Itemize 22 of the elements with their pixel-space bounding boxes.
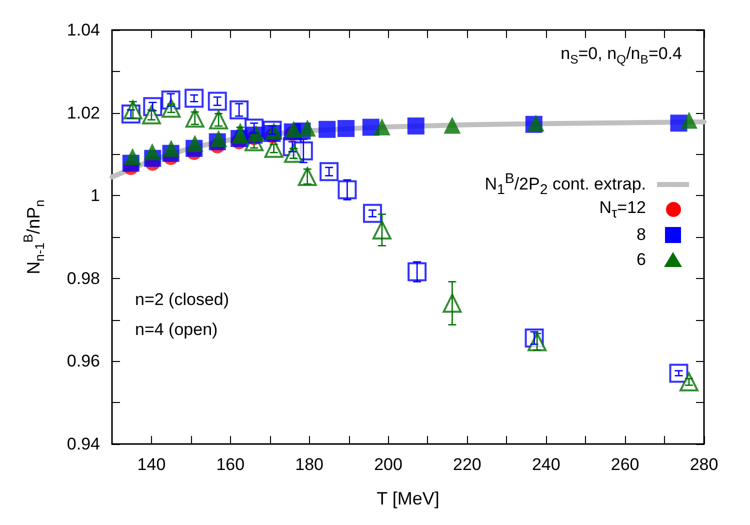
x-tick-label: 160 <box>216 455 245 474</box>
x-tick-label: 180 <box>295 455 324 474</box>
x-tick-label: 220 <box>453 455 482 474</box>
y-tick-label: 0.96 <box>66 352 100 371</box>
y-tick-label: 1.04 <box>66 20 100 40</box>
legend-label: 8 <box>636 224 646 244</box>
x-tick-label: 200 <box>374 455 402 474</box>
legend-label: N$_{1}$$^{B}$/2P$_{2}$ cont. extrap. <box>484 170 646 198</box>
x-tick-label: 140 <box>137 455 166 474</box>
legend-label: 6 <box>636 250 646 270</box>
y-tick-label: 1 <box>90 186 100 206</box>
annotation: n=4 (open) <box>135 320 218 340</box>
legend-label: N$_{τ}$=12 <box>599 198 646 222</box>
x-axis-title: T [MeV] <box>376 488 440 508</box>
annotation: n=2 (closed) <box>135 290 230 310</box>
y-tick-label: 1.02 <box>66 103 100 122</box>
y-tick-label: 0.98 <box>66 268 100 288</box>
x-tick-label: 260 <box>610 455 640 474</box>
y-tick-label: 0.94 <box>66 434 100 454</box>
x-tick-label: 280 <box>690 455 718 474</box>
annotation: n$_{S}$=0, n$_{Q}$/n$_{B}$=0.4 <box>560 44 682 68</box>
x-tick-label: 240 <box>532 455 560 474</box>
